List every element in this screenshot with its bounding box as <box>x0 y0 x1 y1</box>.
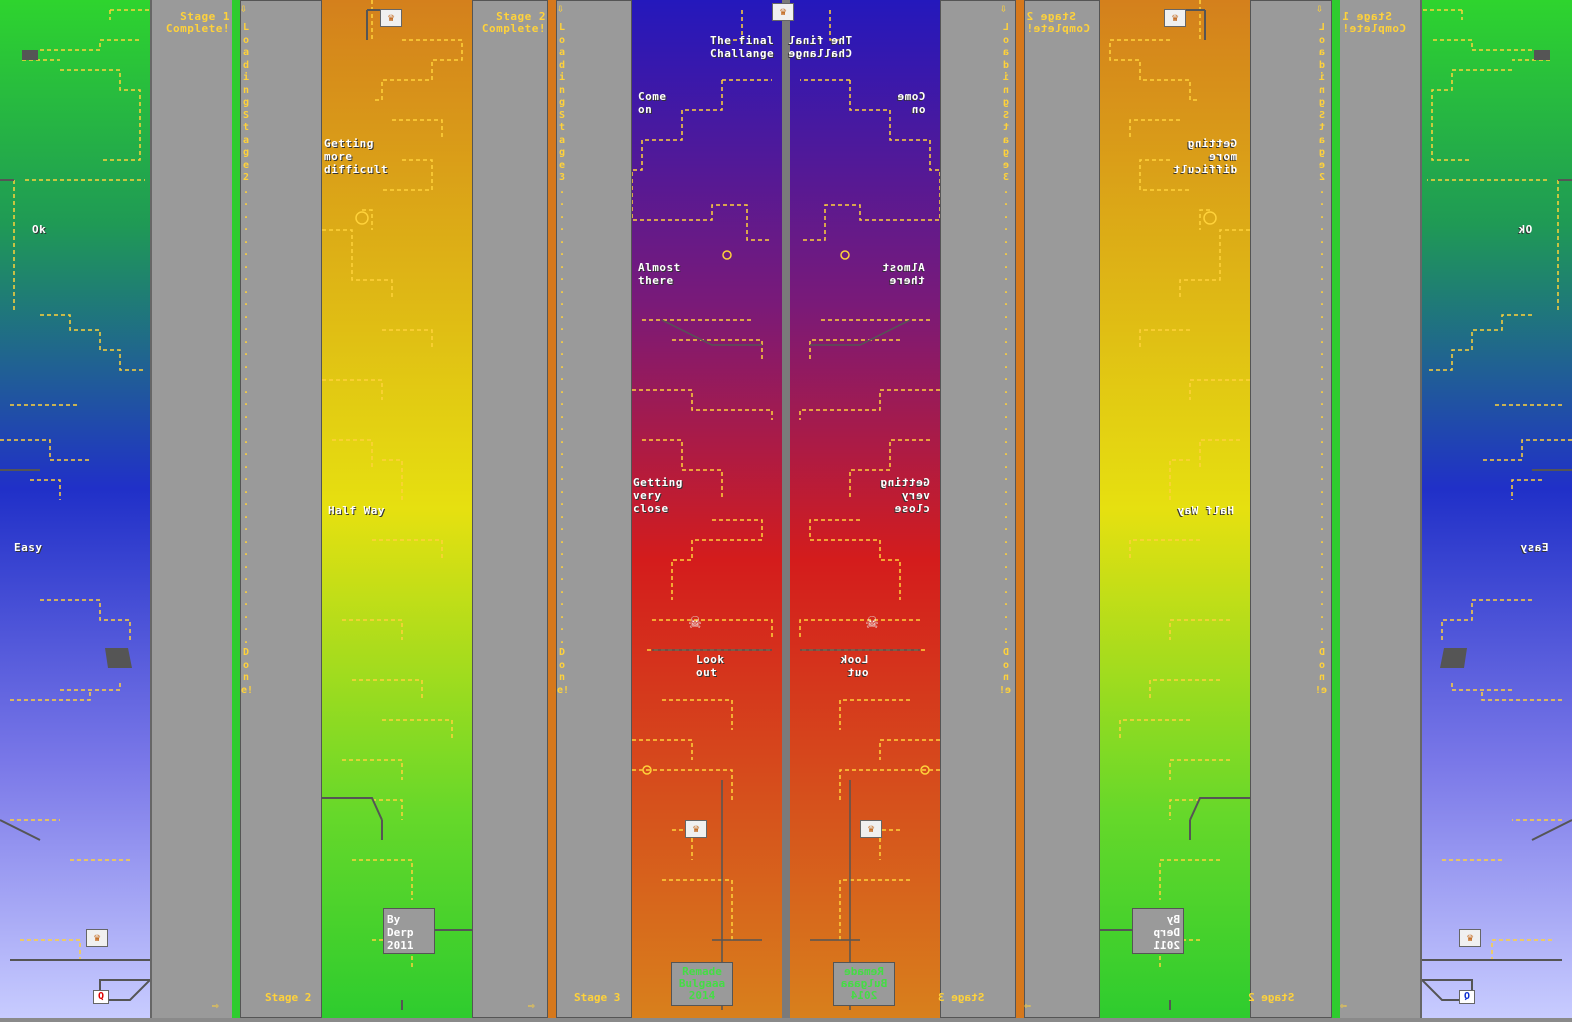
trophy-icon[interactable]: ♛ <box>772 3 794 21</box>
arrow-down-icon: ⇩ <box>240 2 247 15</box>
label-come-on-mirrored: Come on <box>897 90 926 116</box>
label-getting-very-close-mirrored: Getting very close <box>880 476 930 515</box>
stage2-panel-left <box>322 0 472 1018</box>
skull-icon: ☠ <box>688 609 702 633</box>
stage1-panel-right <box>1419 0 1572 1018</box>
skull-icon: ☠ <box>865 609 879 633</box>
label-half-way: Half Way <box>328 504 385 517</box>
loading-stage3-text-mirrored: Loading Stage 3 . . . . . . . . . . . . … <box>998 22 1011 696</box>
loading-bar-3-left <box>472 0 548 1018</box>
trophy-icon[interactable]: ♛ <box>685 820 707 838</box>
stage3-panel-right <box>790 0 941 1018</box>
arrow-down-icon: ⇩ <box>1316 2 1323 15</box>
stage2-panel-right <box>1100 0 1250 1018</box>
label-easy: Easy <box>14 541 43 554</box>
label-come-on: Come on <box>638 90 667 116</box>
loading-bar-4-right <box>940 0 1016 1018</box>
label-ok: Ok <box>32 223 47 236</box>
quit-button-mirrored[interactable]: Q <box>1459 990 1475 1004</box>
credit-by-derp: By Derp 2011 <box>383 908 435 954</box>
loading-bar-1-right <box>1340 0 1422 1018</box>
loading-bar-3-right <box>1024 0 1100 1018</box>
label-ok-mirrored: Ok <box>1518 223 1533 236</box>
stage3-label-mirrored: Stage 3 <box>938 991 985 1004</box>
trophy-icon[interactable]: ♛ <box>1459 929 1481 947</box>
label-easy-mirrored: Easy <box>1520 541 1549 554</box>
trophy-icon[interactable]: ♛ <box>380 9 402 27</box>
loading-bar-1-left <box>150 0 232 1018</box>
loading-stage2-text-mirrored: Loading Stage 2 . . . . . . . . . . . . … <box>1314 22 1327 696</box>
credit-remade-mirrored: Remade Bulgaaa 2014 <box>833 962 895 1006</box>
stage1-complete-label-mirrored: Stage 1 Complete! <box>1342 10 1407 35</box>
stage1-map-right <box>1419 0 1572 1018</box>
label-getting-more-difficult-mirrored: Getting more difficult <box>1173 137 1238 176</box>
stage1-complete-label: Stage 1 Complete! <box>165 10 230 35</box>
label-look-out-mirrored: Look out <box>840 653 869 679</box>
trophy-icon[interactable]: ♛ <box>1164 9 1186 27</box>
loading-bar-2-right <box>1250 0 1332 1018</box>
stage3-map-right <box>790 0 941 1018</box>
label-getting-more-difficult: Getting more difficult <box>324 137 389 176</box>
stage2-complete-label: Stage 2 Complete! <box>481 10 546 35</box>
arrow-left-icon: ⇦ <box>1340 999 1347 1012</box>
label-final-challenge-mirrored: The final Challange <box>788 34 853 60</box>
credit-by-derp-mirrored: By Derp 2011 <box>1132 908 1184 954</box>
stage1-panel-left <box>0 0 153 1018</box>
label-getting-very-close: Getting very close <box>633 476 683 515</box>
arrow-right-icon: ⇨ <box>528 999 535 1012</box>
label-almost-there-mirrored: Almost there <box>882 261 925 287</box>
stage1-border-right <box>1332 0 1340 1018</box>
loading-bar-4-left <box>556 0 632 1018</box>
arrow-down-icon: ⇩ <box>557 2 564 15</box>
label-look-out: Look out <box>696 653 725 679</box>
stage2-border-right <box>1016 0 1024 1018</box>
label-half-way-mirrored: Half Way <box>1177 504 1234 517</box>
stage2-map-right <box>1100 0 1250 1018</box>
stage2-label: Stage 2 <box>265 991 312 1004</box>
quit-button[interactable]: Q <box>93 990 109 1004</box>
stage2-complete-label-mirrored: Stage 2 Complete! <box>1026 10 1091 35</box>
stage2-border-left <box>548 0 556 1018</box>
arrow-left-icon: ⇦ <box>1024 999 1031 1012</box>
trophy-icon[interactable]: ♛ <box>86 929 108 947</box>
label-almost-there: Almost there <box>638 261 681 287</box>
center-divider <box>782 0 790 1018</box>
arrow-right-icon: ⇨ <box>212 999 219 1012</box>
stage1-border-left <box>232 0 240 1018</box>
label-final-challenge: The final Challange <box>710 34 775 60</box>
stage2-label-mirrored: Stage 2 <box>1248 991 1295 1004</box>
stage1-map-left <box>0 0 153 1018</box>
stage3-label: Stage 3 <box>574 991 621 1004</box>
stage2-map-left <box>322 0 472 1018</box>
credit-remade: Remade Bulgaaa 2014 <box>671 962 733 1006</box>
stage3-panel-left <box>631 0 782 1018</box>
loading-stage2-text: Loading Stage 2 . . . . . . . . . . . . … <box>241 22 254 696</box>
arrow-down-icon: ⇩ <box>1000 2 1007 15</box>
loading-stage3-text: Loading Stage 3 . . . . . . . . . . . . … <box>557 22 570 696</box>
loading-bar-2-left <box>240 0 322 1018</box>
stage3-map-left <box>631 0 782 1018</box>
trophy-icon[interactable]: ♛ <box>860 820 882 838</box>
